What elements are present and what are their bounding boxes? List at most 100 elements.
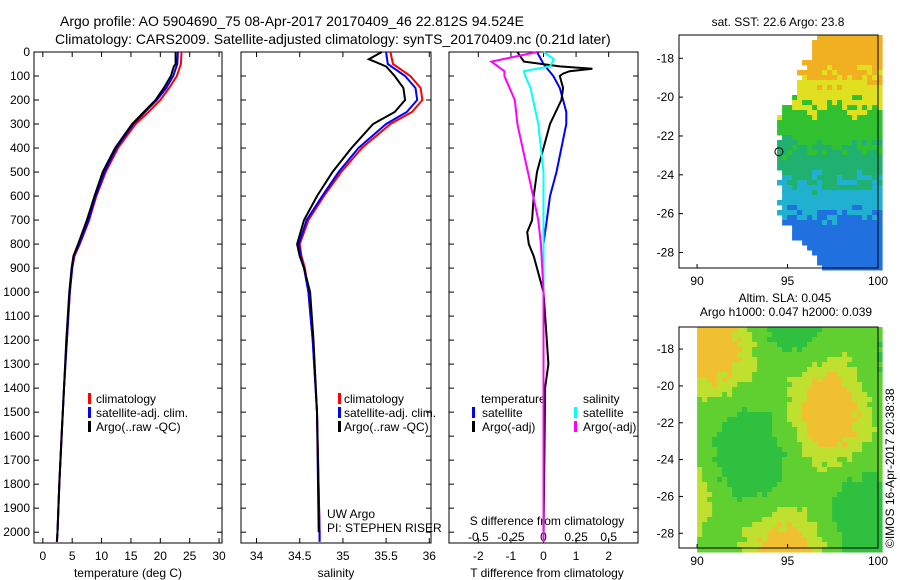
map-cell [727, 462, 733, 468]
map-cell [807, 497, 813, 503]
map-cell [832, 357, 838, 363]
map-cell [867, 105, 873, 111]
map-cell [792, 205, 798, 211]
map-cell [797, 225, 803, 231]
map-cell [757, 392, 763, 398]
map-cell [872, 477, 878, 483]
map-cell [812, 547, 818, 553]
map-cell [777, 115, 783, 121]
map-cell [787, 537, 793, 543]
map-cell [777, 327, 783, 333]
map-cell [697, 522, 703, 528]
map-cell [782, 130, 788, 136]
map-cell [787, 155, 793, 161]
map-cell [872, 230, 878, 236]
map-cell [877, 235, 883, 241]
map-cell [877, 452, 883, 458]
map-cell [832, 120, 838, 126]
map-cell [702, 432, 708, 438]
map-cell [867, 190, 873, 196]
map-cell [837, 397, 843, 403]
map-cell [712, 382, 718, 388]
map-cell [752, 492, 758, 498]
map-cell [792, 190, 798, 196]
map-cell [787, 437, 793, 443]
map-cell [702, 482, 708, 488]
map-cell [862, 65, 868, 71]
map-cell [837, 422, 843, 428]
map-cell [782, 537, 788, 543]
t-diff-xlabel: T difference from climatology [470, 566, 624, 580]
map-cell [767, 542, 773, 548]
map-cell [697, 462, 703, 468]
map-cell [817, 210, 823, 216]
map-cell [842, 482, 848, 488]
map-cell [697, 377, 703, 383]
map-cell [712, 432, 718, 438]
map-cell [782, 452, 788, 458]
map-cell [792, 422, 798, 428]
map-cell [872, 517, 878, 523]
map-cell [747, 392, 753, 398]
map-cell [817, 427, 823, 433]
map-cell [792, 387, 798, 393]
map-cell [877, 417, 883, 423]
temperature-panel: temperature (deg C) climatology satellit… [3, 45, 226, 580]
map-cell [822, 50, 828, 56]
map-cell [862, 497, 868, 503]
map-cell [782, 150, 788, 156]
map-cell [792, 195, 798, 201]
map-cell [822, 547, 828, 553]
map-cell [832, 422, 838, 428]
map-cell [807, 90, 813, 96]
map-cell [842, 205, 848, 211]
map-cell [812, 442, 818, 448]
map-cell [847, 532, 853, 538]
map-cell [862, 70, 868, 76]
map-cell [852, 235, 858, 241]
map-cell [747, 457, 753, 463]
map-cell [847, 120, 853, 126]
map-cell [797, 80, 803, 86]
map-cell [822, 482, 828, 488]
map-cell [867, 240, 873, 246]
map-cell [847, 347, 853, 353]
map-cell [857, 527, 863, 533]
map-cell [727, 352, 733, 358]
map-cell [827, 210, 833, 216]
map-cell [817, 165, 823, 171]
map-cell [792, 220, 798, 226]
map-cell [747, 537, 753, 543]
map-cell [812, 527, 818, 533]
map-cell [827, 215, 833, 221]
map-cell [877, 432, 883, 438]
map-cell [837, 100, 843, 106]
map-cell [837, 130, 843, 136]
map-cell [857, 422, 863, 428]
map-cell [852, 542, 858, 548]
map-cell [872, 367, 878, 373]
map-cell [872, 55, 878, 61]
map-cell [842, 180, 848, 186]
map-cell [877, 472, 883, 478]
map-cell [827, 512, 833, 518]
map-cell [807, 155, 813, 161]
map-cell [802, 402, 808, 408]
map-cell [807, 472, 813, 478]
map-cell [867, 145, 873, 151]
map-cell [867, 522, 873, 528]
map-cell [712, 392, 718, 398]
map-cell [792, 145, 798, 151]
map-cell [832, 477, 838, 483]
map-cell [752, 507, 758, 513]
map-cell [732, 532, 738, 538]
depth-tick-label: 1100 [4, 309, 30, 323]
map-cell [702, 487, 708, 493]
map-cell [712, 412, 718, 418]
map-cell [837, 507, 843, 513]
map-cell [752, 402, 758, 408]
map-cell [872, 337, 878, 343]
annotation-uw-argo: UW Argo [327, 507, 375, 521]
map-cell [717, 547, 723, 553]
map-cell [812, 220, 818, 226]
